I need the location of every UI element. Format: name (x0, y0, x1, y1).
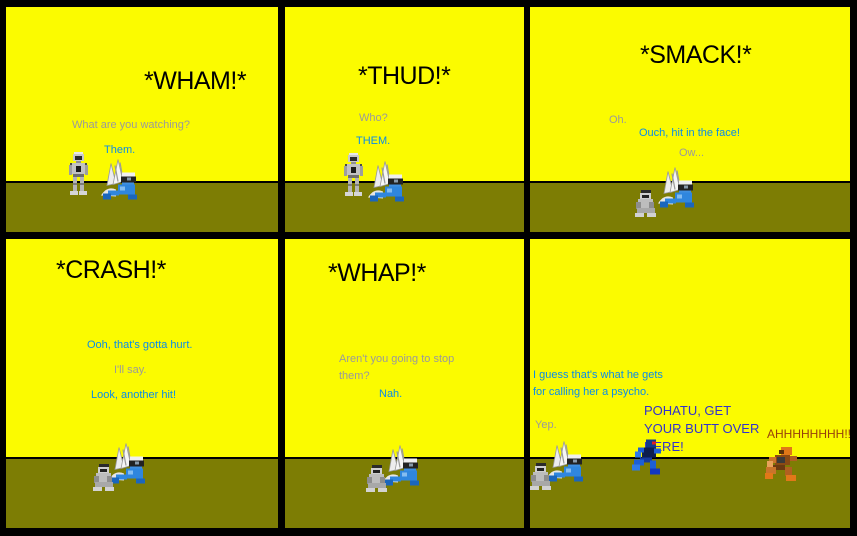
panel-1: *WHAM!* What are you watching? Them. (6, 7, 278, 232)
sprite-winged-character (367, 161, 405, 203)
sprite-slumped-character (530, 463, 551, 490)
sprite-slumped-character (366, 465, 387, 492)
dialogue-line: Ooh, that's gotta hurt. (87, 339, 193, 351)
panel-6: I guess that's what he gets for calling … (530, 239, 850, 528)
sprite-winged-character (657, 167, 695, 209)
ground (285, 181, 524, 232)
sprite-blue-runner (632, 439, 661, 475)
panel-2: *THUD!* Who? THEM. (285, 7, 524, 232)
scream-line: AHHHHHHHH!! (767, 427, 850, 441)
panel-3: *SMACK!* Oh. Ouch, hit in the face! Ow..… (530, 7, 850, 232)
sprite-slumped-character (93, 464, 114, 491)
ground (530, 457, 850, 528)
dialogue-line: Who? (359, 112, 388, 124)
panel-4: *CRASH!* Ooh, that's gotta hurt. I'll sa… (6, 239, 278, 528)
dialogue-line: Ow... (679, 147, 705, 159)
dialogue-line: Look, another hit! (91, 389, 177, 401)
dialogue-line: Aren't you going to stop them? (339, 353, 455, 382)
dialogue-line: Ouch, hit in the face! (639, 127, 740, 139)
dialogue-line: I'll say. (114, 364, 147, 376)
dialogue-line: Nah. (379, 388, 403, 400)
ground (6, 181, 278, 232)
sprite-brown-runner (765, 447, 797, 481)
sfx-text: *SMACK!* (640, 41, 752, 69)
sfx-text: *CRASH!* (56, 256, 166, 284)
sprite-winged-character (100, 159, 138, 201)
sprite-silver-character (344, 153, 363, 196)
sfx-text: *WHAP!* (328, 259, 426, 287)
panel-5: *WHAP!* Aren't you going to stop them? N… (285, 239, 524, 528)
dialogue-line: I guess that's what he gets for calling … (533, 369, 663, 398)
sprite-silver-character (69, 152, 88, 195)
dialogue-line: What are you watching? (72, 119, 191, 131)
dialogue-line: THEM. (356, 135, 391, 147)
sfx-text: *WHAM!* (144, 67, 247, 95)
sfx-text: *THUD!* (358, 62, 451, 90)
dialogue-line: Yep. (535, 419, 557, 431)
dialogue-line: Them. (104, 144, 136, 156)
dialogue-line: Oh. (609, 114, 627, 126)
